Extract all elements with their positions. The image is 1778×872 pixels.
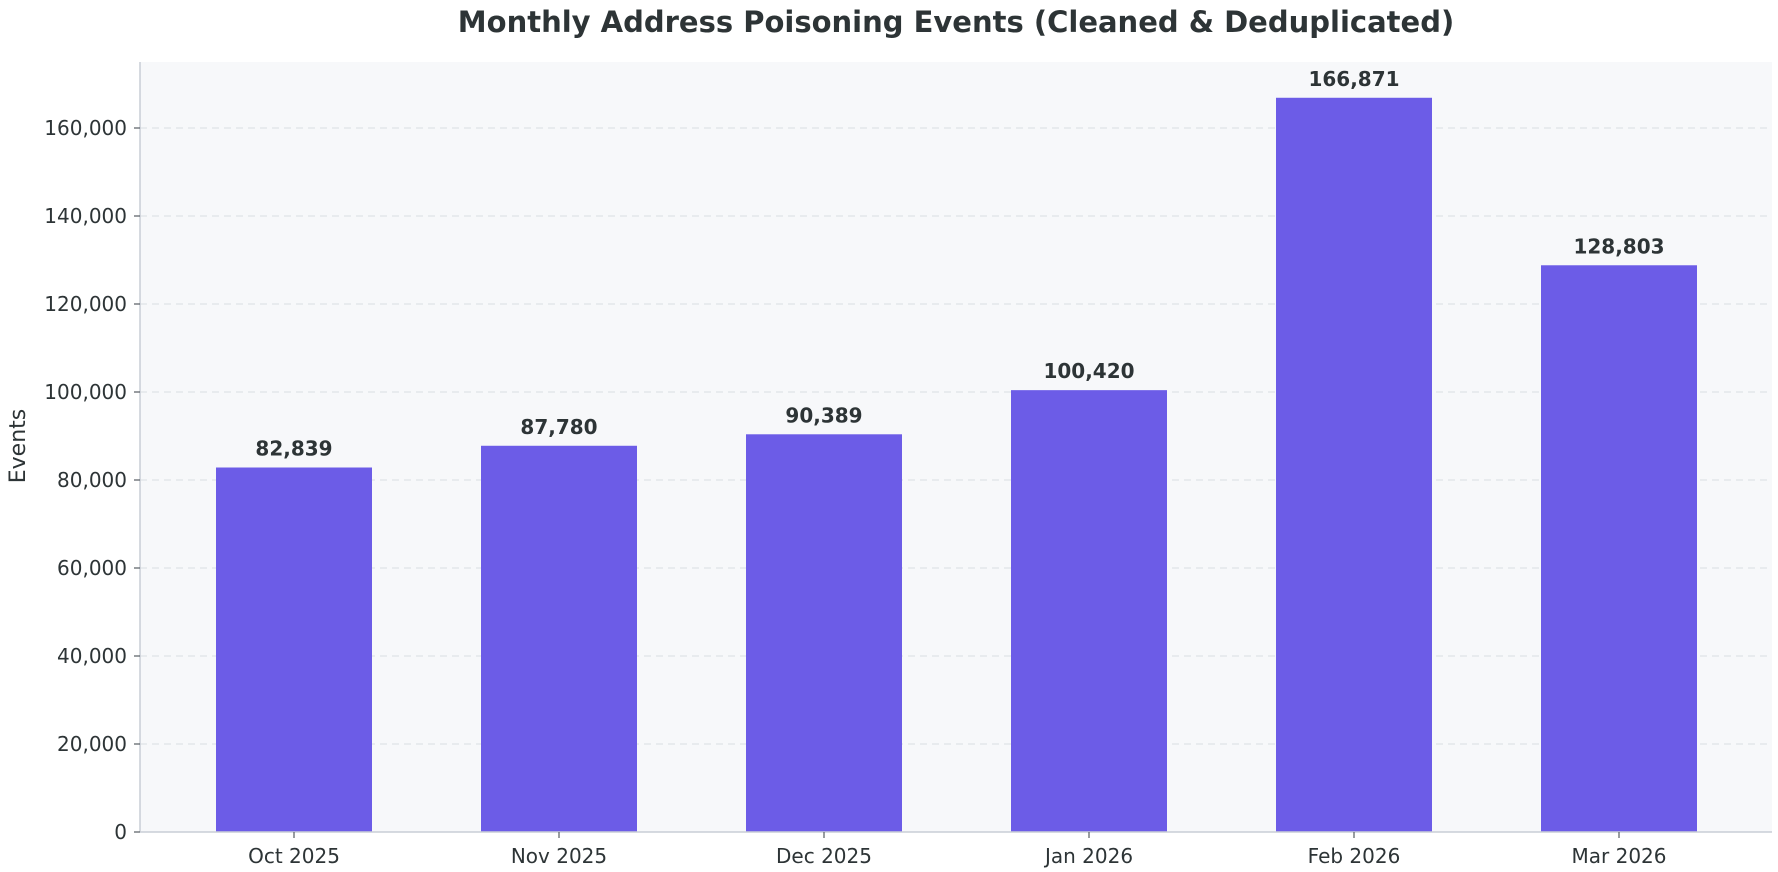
x-tick-label: Feb 2026 — [1308, 844, 1401, 868]
x-tick-label: Jan 2026 — [1043, 844, 1133, 868]
y-tick-label: 120,000 — [44, 292, 127, 316]
gridlines — [140, 127, 1772, 745]
bar — [216, 467, 372, 832]
x-tick-label: Oct 2025 — [248, 844, 340, 868]
bar — [1011, 390, 1167, 832]
data-label: 100,420 — [1043, 359, 1134, 383]
data-label: 82,839 — [255, 437, 332, 461]
y-axis-label: Events — [6, 409, 31, 484]
x-tick-label: Mar 2026 — [1572, 844, 1667, 868]
value-labels: 82,839 87,780 90,389 100,420 166,871 128,803 — [255, 67, 1664, 461]
bar — [746, 434, 902, 832]
bar — [1541, 265, 1697, 832]
y-ticks: 0 20,000 40,000 60,000 80,000 100,000 120,000 1… — [44, 116, 140, 844]
axes — [139, 62, 1772, 833]
bar — [1276, 97, 1432, 833]
y-tick-label: 0 — [114, 820, 127, 844]
y-tick-label: 160,000 — [44, 116, 127, 140]
data-label: 128,803 — [1573, 234, 1664, 258]
x-tick-label: Nov 2025 — [511, 844, 607, 868]
x-tick-label: Dec 2025 — [776, 844, 872, 868]
chart-title: Monthly Address Poisoning Events (Cleane… — [458, 5, 1454, 39]
y-tick-label: 40,000 — [57, 644, 127, 668]
y-tick-label: 80,000 — [57, 468, 127, 492]
data-label: 90,389 — [785, 403, 862, 427]
data-label: 87,780 — [520, 415, 597, 439]
bar — [481, 445, 637, 832]
y-tick-label: 20,000 — [57, 732, 127, 756]
y-tick-label: 60,000 — [57, 556, 127, 580]
y-tick-label: 140,000 — [44, 204, 127, 228]
plot-area — [140, 62, 1772, 832]
data-label: 166,871 — [1308, 67, 1399, 91]
x-ticks: Oct 2025 Nov 2025 Dec 2025 Jan 2026 Feb 2026… — [248, 832, 1667, 868]
bars — [216, 97, 1697, 833]
y-tick-label: 100,000 — [44, 380, 127, 404]
